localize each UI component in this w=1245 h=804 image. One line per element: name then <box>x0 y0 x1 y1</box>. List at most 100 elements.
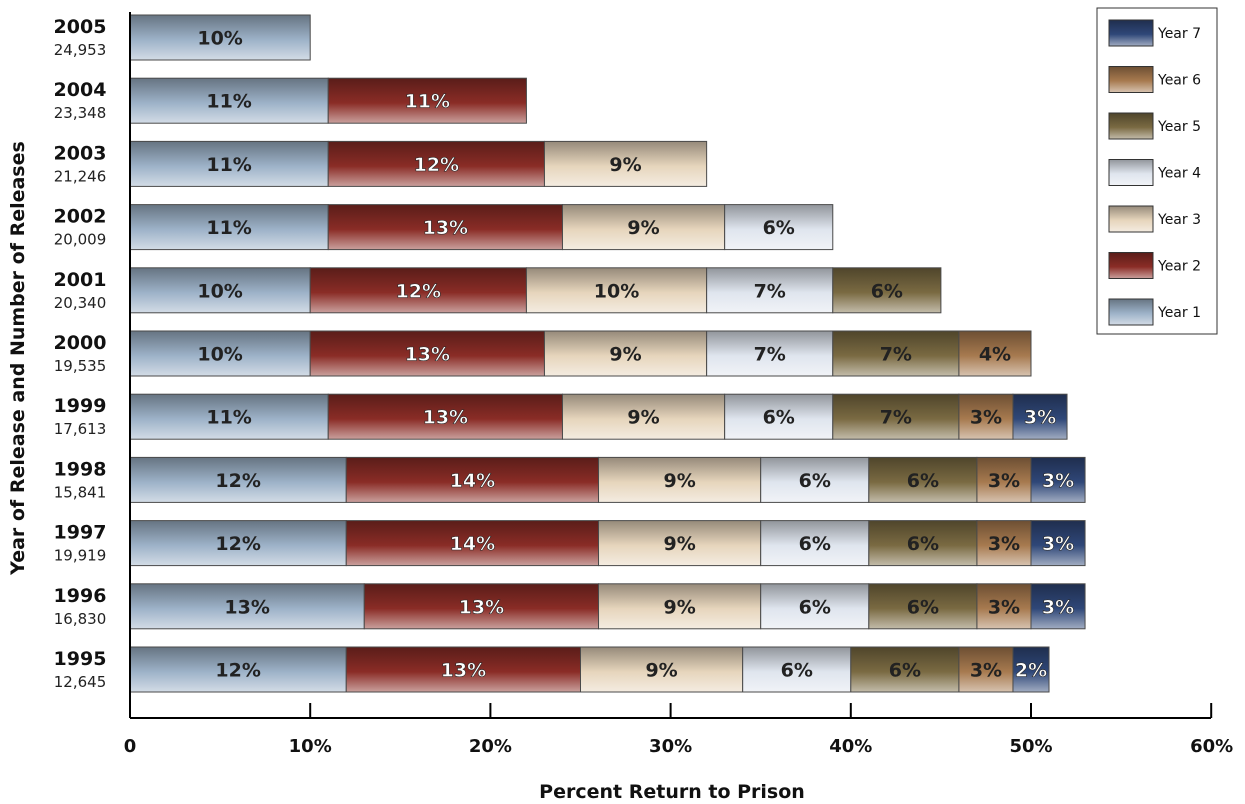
legend-label-year-5: Year 5 <box>1157 119 1201 135</box>
data-label-1999-year-7: 3% <box>1024 407 1056 429</box>
bar-segment-1998-year-3 <box>598 456 762 503</box>
bar-segment-1999-year-6 <box>958 393 1014 440</box>
data-label-2000-year-3: 9% <box>609 344 641 366</box>
data-label-2005-year-1: 10% <box>197 28 242 50</box>
x-tick-label: 60% <box>1190 736 1233 757</box>
legend-swatch-year-7 <box>1108 19 1154 47</box>
data-label-2002-year-2: 13% <box>423 217 468 239</box>
x-tick-label: 20% <box>469 736 512 757</box>
y-label-releases-1999: 17,613 <box>54 420 107 438</box>
y-label-year-1997: 1997 <box>54 522 107 544</box>
bar-segment-2000-year-3 <box>543 330 708 377</box>
data-label-2002-year-3: 9% <box>627 217 659 239</box>
data-label-1995-year-6: 3% <box>970 660 1002 682</box>
x-axis-title: Percent Return to Prison <box>539 781 805 803</box>
y-label-year-1999: 1999 <box>54 395 107 417</box>
data-label-1997-year-3: 9% <box>663 533 695 555</box>
bar-segment-1997-year-7 <box>1030 520 1086 567</box>
x-tick-label: 40% <box>829 736 872 757</box>
bar-segment-1996-year-7 <box>1030 583 1086 630</box>
bars-layer: 10% 11% 11% 11% 12% 9% 11% 13% 9% 6% 10% 12% 10% 7% 6%… <box>129 14 1086 693</box>
y-label-releases-2000: 19,535 <box>54 357 107 375</box>
x-tick-label: 0 <box>124 736 137 757</box>
bar-segment-2001-year-3 <box>525 267 708 314</box>
x-axis-ticks: 0 10% 20% 30% 40% 50% 60% <box>124 703 1233 757</box>
data-label-1997-year-2: 14% <box>450 533 495 555</box>
bar-segment-2003-year-1 <box>129 140 329 187</box>
y-label-releases-2003: 21,246 <box>54 167 107 185</box>
legend-swatch-year-3 <box>1108 205 1154 233</box>
data-label-2002-year-1: 11% <box>206 217 251 239</box>
x-tick-label: 50% <box>1009 736 1052 757</box>
data-label-1998-year-7: 3% <box>1042 470 1074 492</box>
bar-segment-1995-year-7 <box>1012 646 1050 693</box>
legend-swatch-year-6 <box>1108 66 1154 93</box>
bar-segment-1997-year-3 <box>598 520 762 567</box>
data-label-1999-year-5: 7% <box>880 407 912 429</box>
bar-segment-2000-year-5 <box>832 330 960 377</box>
bar-segment-1997-year-1 <box>129 520 347 567</box>
y-label-year-1995: 1995 <box>54 648 107 670</box>
bar-segment-2003-year-3 <box>543 140 708 187</box>
data-label-2000-year-1: 10% <box>197 344 242 366</box>
legend-swatch-year-5 <box>1108 112 1154 140</box>
bar-segment-1996-year-3 <box>598 583 762 630</box>
y-label-releases-2005: 24,953 <box>54 41 107 59</box>
data-label-1997-year-7: 3% <box>1042 533 1074 555</box>
bar-segment-1998-year-1 <box>129 456 347 503</box>
bar-segment-1997-year-6 <box>976 520 1032 567</box>
y-label-releases-1998: 15,841 <box>54 483 107 501</box>
bar-segment-1998-year-6 <box>976 456 1032 503</box>
data-label-1998-year-4: 6% <box>799 470 831 492</box>
data-label-1998-year-1: 12% <box>215 470 260 492</box>
y-label-year-2002: 2002 <box>54 206 107 228</box>
y-label-releases-1996: 16,830 <box>54 610 107 628</box>
data-label-1998-year-5: 6% <box>907 470 939 492</box>
bar-segment-1995-year-4 <box>742 646 852 693</box>
y-axis-title: Year of Release and Number of Releases <box>7 141 29 576</box>
data-label-1996-year-4: 6% <box>799 596 831 618</box>
bar-segment-2002-year-4 <box>724 204 834 251</box>
data-label-1995-year-5: 6% <box>889 660 921 682</box>
x-tick-label: 30% <box>649 736 692 757</box>
y-label-year-2005: 2005 <box>54 16 107 38</box>
bar-segment-1999-year-1 <box>129 393 329 440</box>
legend-label-year-1: Year 1 <box>1157 305 1201 321</box>
bar-segment-1995-year-6 <box>958 646 1014 693</box>
data-label-2001-year-3: 10% <box>594 280 639 302</box>
legend-swatch-year-1 <box>1108 298 1154 326</box>
legend-label-year-6: Year 6 <box>1157 73 1201 89</box>
x-tick-label: 10% <box>289 736 332 757</box>
data-label-2000-year-4: 7% <box>754 344 786 366</box>
legend-swatch-year-2 <box>1108 252 1154 279</box>
data-label-1997-year-6: 3% <box>988 533 1020 555</box>
bar-segment-2004-year-2 <box>327 77 527 124</box>
data-label-1997-year-1: 12% <box>215 533 260 555</box>
y-label-year-1998: 1998 <box>54 458 107 480</box>
data-label-1997-year-5: 6% <box>907 533 939 555</box>
data-label-1998-year-2: 14% <box>450 470 495 492</box>
data-label-1999-year-1: 11% <box>206 407 251 429</box>
bar-segment-1998-year-7 <box>1030 456 1086 503</box>
data-label-1995-year-4: 6% <box>781 660 813 682</box>
legend-label-year-3: Year 3 <box>1157 212 1201 228</box>
bar-segment-1999-year-7 <box>1012 393 1068 440</box>
legend-label-year-2: Year 2 <box>1157 259 1201 275</box>
data-label-2001-year-5: 6% <box>871 280 903 302</box>
bar-segment-1996-year-6 <box>976 583 1032 630</box>
y-label-year-2004: 2004 <box>54 79 107 101</box>
bar-segment-1995-year-2 <box>345 646 581 693</box>
data-label-2001-year-2: 12% <box>396 280 441 302</box>
bar-segment-1996-year-5 <box>868 583 978 630</box>
y-label-releases-2001: 20,340 <box>54 294 107 312</box>
data-label-2000-year-5: 7% <box>880 344 912 366</box>
bar-segment-2002-year-1 <box>129 204 329 251</box>
data-label-1998-year-3: 9% <box>663 470 695 492</box>
y-label-releases-2004: 23,348 <box>54 104 107 122</box>
y-label-year-1996: 1996 <box>54 585 107 607</box>
bar-segment-1997-year-2 <box>345 520 600 567</box>
bar-segment-1997-year-4 <box>760 520 870 567</box>
data-label-2001-year-1: 10% <box>197 280 242 302</box>
data-label-2003-year-3: 9% <box>609 154 641 176</box>
